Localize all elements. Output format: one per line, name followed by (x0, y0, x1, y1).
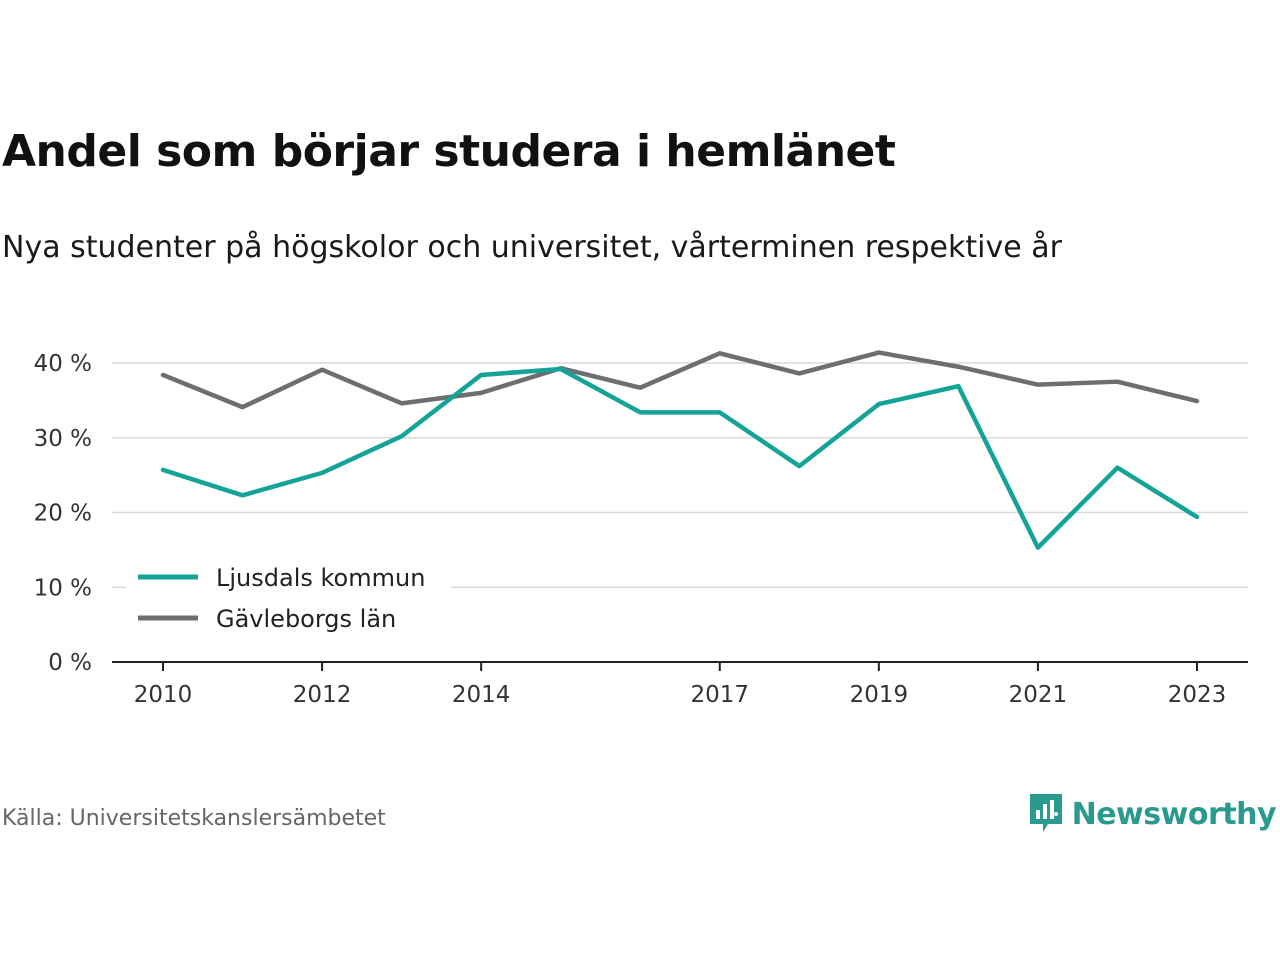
x-tick-label: 2021 (1009, 682, 1068, 708)
y-tick-label: 30 % (34, 426, 92, 452)
legend-label: Ljusdals kommun (216, 564, 425, 592)
x-tick-label: 2012 (293, 682, 352, 708)
x-tick-label: 2019 (850, 682, 909, 708)
y-tick-label: 20 % (34, 501, 92, 527)
x-axis: 2010 2012 2014 2017 2019 2021 2023 (112, 661, 1248, 708)
source-note: Källa: Universitetskanslersämbetet (2, 806, 386, 831)
legend-background (126, 552, 451, 638)
x-tick-label: 2014 (452, 682, 511, 708)
series-lines (160, 350, 1200, 550)
newsworthy-logo-icon (1028, 790, 1064, 838)
legend-label: Gävleborgs län (216, 605, 396, 633)
series-line (160, 350, 1200, 410)
y-axis: 0 % 10 % 20 % 30 % 40 % (34, 351, 92, 676)
brand-name: Newsworthy (1071, 796, 1277, 832)
y-tick-label: 0 % (48, 650, 92, 676)
x-tick-label: 2017 (690, 682, 749, 708)
y-tick-label: 10 % (34, 575, 92, 601)
chart-subtitle: Nya studenter på högskolor och universit… (2, 230, 1062, 265)
brand-logo: Newsworthy (1028, 790, 1277, 838)
series-line (160, 366, 1200, 550)
legend: Ljusdals kommun Gävleborgs län (126, 552, 451, 638)
chart-title: Andel som börjar studera i hemlänet (2, 126, 896, 177)
y-tick-label: 40 % (34, 351, 92, 377)
x-tick-label: 2010 (134, 682, 193, 708)
x-tick-label: 2023 (1168, 682, 1227, 708)
